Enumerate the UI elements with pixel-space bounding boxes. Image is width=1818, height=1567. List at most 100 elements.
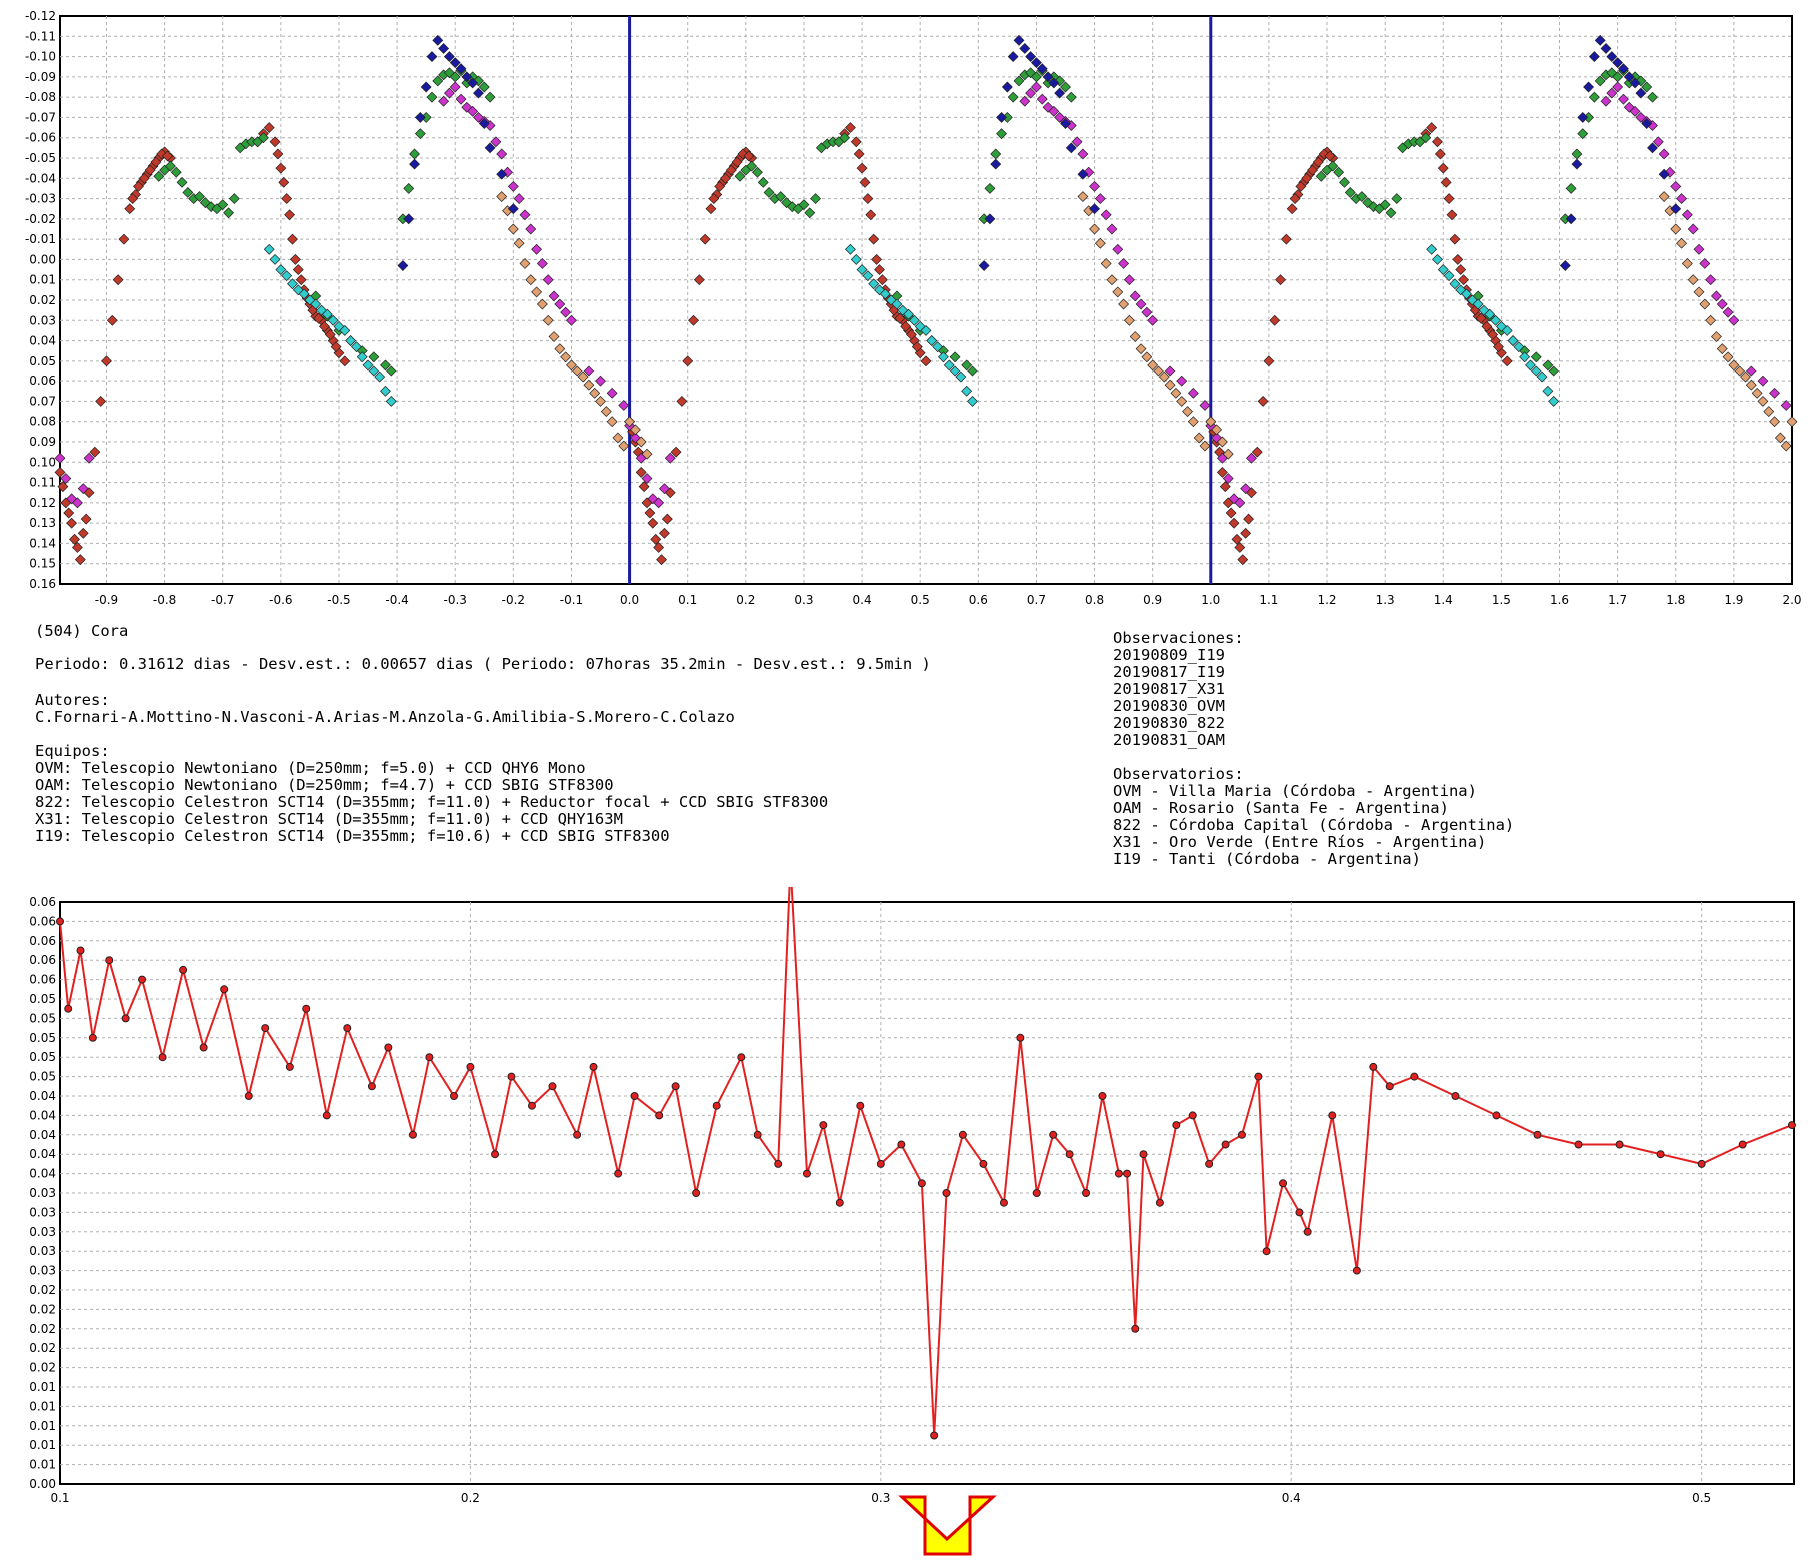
lightcurve-point [385, 365, 397, 377]
lightcurve-point [1475, 312, 1487, 324]
lightcurve-point [900, 320, 912, 332]
lightcurve-point [1289, 193, 1301, 205]
chart1-y-tick-label: -0.03 [25, 192, 56, 206]
lightcurve-point [566, 314, 577, 326]
lightcurve-point [281, 270, 293, 282]
lightcurve-point [350, 341, 362, 353]
lightcurve-point [984, 182, 996, 194]
periodogram-point [322, 1111, 331, 1120]
periodogram-point [220, 985, 229, 994]
lightcurve-point [1670, 203, 1682, 215]
lightcurve-point [1295, 180, 1307, 192]
periodogram-point [1221, 1140, 1230, 1149]
lightcurve-point [1123, 314, 1135, 326]
periodogram-point [1279, 1179, 1288, 1188]
lightcurve-point [374, 371, 386, 383]
lightcurve-point [461, 71, 473, 83]
lightcurve-point [531, 243, 543, 255]
lightcurve-point [403, 213, 415, 225]
periodogram-point [121, 1014, 130, 1023]
lightcurve-point [1745, 379, 1757, 391]
observation-3: 20190830_OVM [1113, 697, 1225, 715]
chart1-x-tick-label: 1.4 [1434, 593, 1453, 607]
lightcurve-point [1612, 71, 1624, 83]
lightcurve-point [1780, 400, 1792, 411]
lightcurve-point [287, 233, 298, 245]
lightcurve-point [80, 513, 92, 525]
chart2-y-tick-label: 0.06 [29, 973, 56, 987]
chart1-x-tick-label: -0.9 [95, 593, 118, 607]
chart1-y-tick-label: -0.10 [25, 50, 56, 64]
chart1-x-tick-label: 0.2 [736, 593, 755, 607]
lightcurve-point [606, 416, 618, 428]
chart2-y-tick-label: 0.05 [29, 1070, 56, 1084]
lightcurve-point [876, 274, 888, 286]
lightcurve-point [362, 359, 374, 371]
lightcurve-point [850, 253, 862, 265]
lightcurve-point [1301, 172, 1313, 184]
chart1-x-tick-label: 0.4 [853, 593, 872, 607]
lightcurve-point [990, 158, 1002, 170]
lightcurve-point [1446, 209, 1458, 221]
periodogram-chart: 0.00 0.01 0.01 0.01 0.01 0.01 0.02 0.02 0.02 0.02… [29, 887, 1796, 1556]
lightcurve-point [647, 517, 659, 529]
lightcurve-point [1641, 118, 1653, 129]
lightcurve-point [295, 274, 307, 286]
lightcurve-point [1129, 331, 1141, 342]
lightcurve-point [60, 473, 72, 484]
lightcurve-point [1693, 243, 1705, 255]
lightcurve-point [71, 497, 83, 509]
chart1-x-tick-label: 0.6 [969, 593, 988, 607]
periodogram-point [1123, 1169, 1132, 1178]
lightcurve-point [1461, 288, 1472, 300]
lightcurve-point [484, 142, 496, 154]
lightcurve-point [1030, 81, 1042, 93]
lightcurve-point [1106, 274, 1118, 286]
lightcurve-point [571, 365, 583, 377]
lightcurve-point [1216, 436, 1228, 448]
lightcurve-point [162, 150, 173, 162]
periodogram-point [958, 1130, 967, 1139]
lightcurve-point [926, 335, 938, 347]
lightcurve-point [961, 359, 973, 371]
lightcurve-point [536, 298, 548, 310]
lightcurve-point [182, 187, 194, 198]
chart1-grid [60, 16, 1792, 584]
periodogram-point [1352, 1266, 1361, 1275]
lightcurve-point [1222, 473, 1234, 484]
lightcurve-point [443, 87, 455, 99]
lightcurve-point [1455, 264, 1467, 276]
periodogram-point [507, 1072, 516, 1081]
lightcurve-point [170, 166, 182, 178]
lightcurve-point [409, 158, 420, 170]
lightcurve-point [438, 95, 450, 107]
chart1-x-tick-label: -0.7 [211, 593, 234, 607]
lightcurve-point [426, 51, 438, 63]
lightcurve-point [313, 312, 325, 324]
lightcurve-point [1501, 324, 1513, 336]
lightcurve-point [746, 160, 758, 172]
chart2-y-tick-label: 0.05 [29, 1031, 56, 1045]
lightcurve-point [1432, 253, 1443, 265]
lightcurve-point [1025, 51, 1037, 63]
equipment-line-0: OVM: Telescopio Newtoniano (D=250mm; f=5… [35, 759, 586, 777]
chart2-y-tick-label: 0.03 [29, 1186, 56, 1200]
lightcurve-point [257, 132, 269, 144]
lightcurve-point [1548, 365, 1560, 377]
lightcurve-point [1728, 314, 1740, 326]
lightcurve-point [659, 483, 670, 495]
lightcurve-point [949, 351, 961, 363]
lightcurve-point [1269, 314, 1281, 326]
chart1-x-tick-label: 0.9 [1143, 593, 1162, 607]
chart1-y-tick-label: -0.08 [25, 90, 56, 104]
lightcurve-point [1658, 168, 1670, 180]
chart2-y-tick-label: 0.04 [29, 1108, 56, 1122]
lightcurve-point [1199, 440, 1211, 452]
lightcurve-point [467, 77, 479, 89]
lightcurve-point [1458, 274, 1470, 286]
periodogram-point [979, 1159, 988, 1168]
lightcurve-point [1089, 180, 1100, 192]
lightcurve-point [324, 329, 336, 340]
periodogram-point [302, 1004, 311, 1013]
lightcurve-point [1141, 306, 1153, 318]
